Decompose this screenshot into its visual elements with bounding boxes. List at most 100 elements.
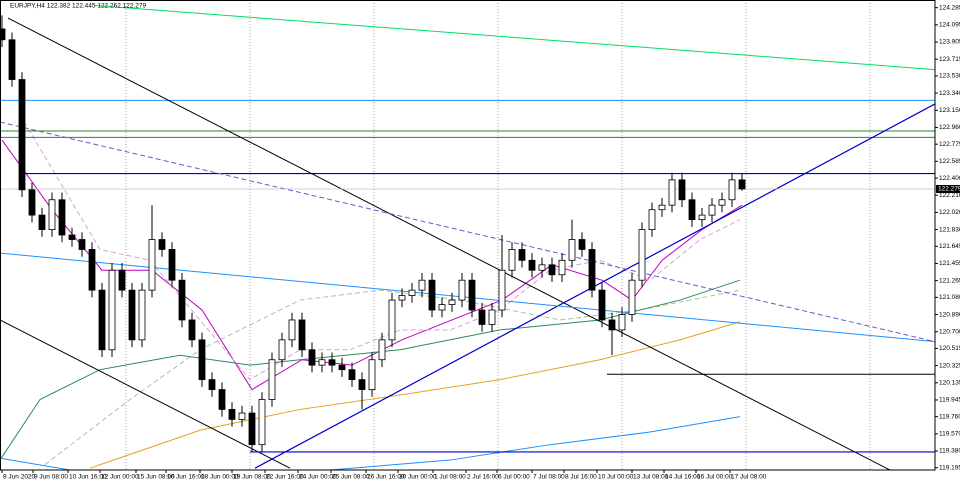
- candle-body: [98, 289, 106, 351]
- x-tick-label: 16 Jun 16:00: [167, 474, 205, 481]
- candle-body: [528, 259, 536, 271]
- candle-body: [268, 359, 276, 400]
- candle-body: [448, 299, 456, 305]
- candle-body: [328, 359, 336, 366]
- candle-body: [138, 289, 146, 341]
- candle-body: [78, 239, 86, 250]
- x-tick-label: 17 Jul 08:00: [731, 474, 767, 481]
- y-tick-label: 121.830: [939, 226, 960, 233]
- candle-body: [558, 259, 566, 276]
- candle-body: [478, 309, 486, 325]
- candle-body: [628, 279, 636, 315]
- candle-body: [688, 199, 696, 221]
- candle-body: [538, 264, 546, 271]
- x-tick-label: 9 Jun 08:00: [34, 474, 68, 481]
- candle-body: [288, 319, 296, 341]
- y-tick-label: 120.325: [939, 362, 960, 369]
- x-tick-label: 26 Jun 16:00: [367, 474, 405, 481]
- moving-average: [44, 289, 741, 465]
- candle-body: [18, 79, 26, 191]
- trend-line: [0, 319, 291, 469]
- candle-body: [738, 179, 746, 190]
- x-tick-label: 15 Jun 08:00: [137, 474, 175, 481]
- candle-body: [728, 179, 736, 201]
- y-tick-label: 120.135: [939, 379, 960, 386]
- candle-body: [218, 389, 226, 410]
- candle-body: [648, 209, 656, 230]
- candle-body: [28, 189, 36, 216]
- y-tick-label: 123.715: [939, 56, 960, 63]
- candle-body: [88, 249, 96, 291]
- candle-body: [298, 319, 306, 351]
- candle-body: [398, 295, 406, 301]
- trend-line: [0, 252, 935, 343]
- y-tick-label: 119.760: [939, 413, 960, 420]
- y-tick-label: 122.775: [939, 141, 960, 148]
- candle-body: [348, 369, 356, 381]
- trend-line: [7, 17, 891, 470]
- y-tick-label: 123.905: [939, 39, 960, 46]
- candle-body: [8, 39, 16, 80]
- candle-body: [148, 239, 156, 291]
- x-tick-label: 25 Jun 08:00: [332, 474, 370, 481]
- y-tick-label: 119.570: [939, 431, 960, 438]
- candle-body: [508, 249, 516, 271]
- y-tick-label: 122.400: [939, 175, 960, 182]
- y-tick-label: 121.455: [939, 260, 960, 267]
- x-tick-label: 13 Jul 08:00: [633, 474, 669, 481]
- candle-body: [548, 264, 556, 276]
- candle-body: [458, 279, 466, 301]
- candle-body: [708, 204, 716, 216]
- trend-line: [94, 4, 935, 71]
- candle-body: [48, 199, 56, 230]
- candle-body: [358, 379, 366, 390]
- candle-body: [258, 399, 266, 446]
- moving-average: [89, 321, 741, 469]
- candle-body: [388, 299, 396, 341]
- x-tick-label: 22 Jun 16:00: [266, 474, 304, 481]
- candle-body: [228, 409, 236, 420]
- moving-average: [19, 114, 741, 381]
- chart-title: EURJPY,H4 122.382 122.445 122.262 122.27…: [10, 3, 147, 10]
- y-tick-label: 120.890: [939, 311, 960, 318]
- x-tick-label: 10 Jul 00:00: [598, 474, 634, 481]
- candle-body: [38, 214, 46, 230]
- candle-body: [468, 279, 476, 311]
- candle-body: [188, 319, 196, 341]
- candle-body: [178, 279, 186, 321]
- x-tick-label: 1 Jul 08:00: [434, 474, 466, 481]
- candle-body: [408, 289, 416, 296]
- candle-body: [378, 339, 386, 361]
- candle-body: [718, 199, 726, 206]
- y-tick-label: 124.285: [939, 4, 960, 11]
- candle-body: [58, 199, 66, 236]
- y-tick-label: 124.095: [939, 22, 960, 29]
- plot-frame: [0, 0, 936, 471]
- candle-body: [608, 319, 616, 331]
- y-tick-label: 122.585: [939, 158, 960, 165]
- moving-average: [329, 416, 741, 470]
- y-tick-label: 123.340: [939, 90, 960, 97]
- candle-body: [208, 379, 216, 390]
- candle-body: [428, 279, 436, 311]
- candle-body: [248, 412, 256, 446]
- x-tick-label: 7 Jul 08:00: [533, 474, 565, 481]
- candle-body: [168, 249, 176, 281]
- candle-body: [68, 234, 76, 240]
- y-tick-label: 122.210: [939, 192, 960, 199]
- x-tick-label: 18 Jun 00:00: [201, 474, 239, 481]
- candle-body: [338, 364, 346, 371]
- candle-body: [0, 28, 6, 41]
- y-tick-label: 123.150: [939, 107, 960, 114]
- candle-body: [318, 359, 326, 366]
- candle-body: [308, 349, 316, 366]
- candle-body: [488, 309, 496, 325]
- x-tick-label: 19 Jun 08:00: [233, 474, 271, 481]
- candle-body: [518, 249, 526, 261]
- candle-body: [128, 289, 136, 341]
- candle-body: [278, 339, 286, 361]
- candle-body: [588, 249, 596, 291]
- candle-body: [698, 214, 706, 221]
